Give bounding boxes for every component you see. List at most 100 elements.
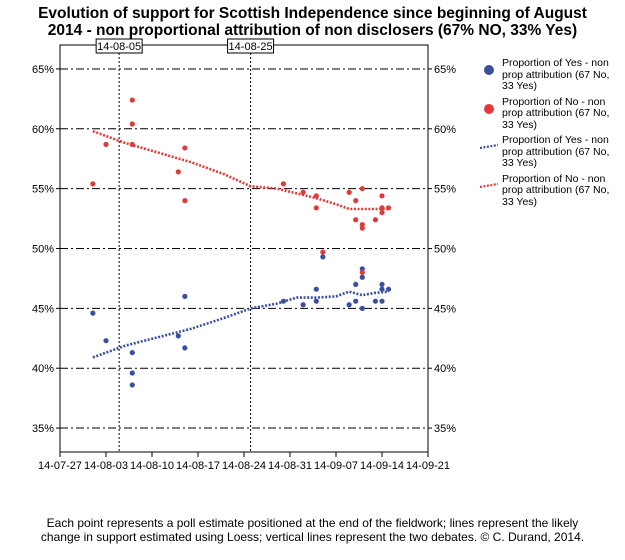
data-point [353,198,359,204]
data-point [313,205,319,211]
y-tick-label-right: 35% [434,423,456,435]
data-point [372,298,379,304]
x-tick-label: 14-09-21 [406,460,450,472]
data-point [379,205,385,211]
legend-item-yes-points: Proportion of Yes - non prop attribution… [478,57,623,93]
legend-label-yes-loess: Proportion of Yes - non prop attribution… [502,134,610,169]
data-point [379,281,385,288]
x-tick-label: 14-07-27 [38,460,82,472]
y-tick-label-left: 40% [32,363,54,375]
legend-swatch-no-loess [480,182,498,188]
legend: Proportion of Yes - non prop attribution… [478,57,623,212]
y-tick-label-right: 45% [434,303,456,315]
data-point [379,298,385,304]
data-point [372,217,379,223]
data-point [379,286,385,292]
legend-line-no [480,182,498,188]
x-tick-label: 14-08-31 [268,460,312,472]
debate-label-box [227,38,275,54]
data-point [320,249,326,255]
data-point [280,181,287,187]
x-tick-label: 14-08-03 [84,460,128,472]
data-point [379,193,385,199]
debate-label: 14-08-25 [229,41,273,53]
data-point [182,345,188,351]
x-tick-label: 14-08-17 [176,460,220,472]
data-point [280,298,287,304]
x-tick-label: 14-09-14 [360,460,404,472]
legend-label-no-points: Proportion of No - non prop attribution … [502,95,610,131]
legend-swatch-no-points [484,103,494,114]
y-tick-label-left: 35% [32,423,54,435]
legend-line-yes [480,143,498,150]
y-tick-label-left: 60% [32,124,54,136]
data-point [313,286,319,292]
data-point [129,121,135,127]
chart-title-line-2: 2014 - non proportional attribution of n… [47,22,578,39]
data-point [359,305,365,311]
data-point [359,225,365,231]
y-tick-label-right: 55% [434,184,456,196]
x-tick-label: 14-08-10 [130,460,174,472]
legend-swatch-yes-points [484,65,494,75]
y-tick-label-left: 45% [32,303,54,315]
data-point [313,298,319,304]
data-point [129,141,135,147]
y-tick-label-right: 60% [434,124,456,136]
data-point [346,302,352,308]
data-point [103,338,109,344]
data-point [353,217,359,223]
y-tick-label-left: 50% [32,244,54,256]
legend-swatch-yes-loess [480,143,498,150]
data-point [182,293,188,299]
data-point [320,254,326,260]
loess-line [92,290,389,359]
legend-label-no-loess: Proportion of No - non prop attribution … [502,172,610,208]
debate-label-box [95,38,143,54]
data-point [359,274,365,280]
y-tick-label-right: 65% [434,64,456,76]
data-point [175,333,181,339]
data-point [313,193,319,199]
data-point [90,310,96,316]
data-point [175,169,181,175]
data-point [103,141,109,147]
data-point [346,189,352,195]
x-tick-label: 14-08-24 [222,460,266,472]
data-point [353,298,359,304]
legend-item-yes-loess: Proportion of Yes - non prop attribution… [478,134,623,170]
x-tick-label: 14-09-07 [314,460,358,472]
data-point [129,350,135,356]
data-point [385,205,392,211]
footnote-line-1: Each point represents a poll estimate po… [46,516,579,530]
legend-label-yes-points: Proportion of Yes - non prop attribution… [502,57,610,92]
data-point [385,286,392,292]
data-point [182,145,188,151]
y-tick-label-right: 40% [434,363,456,375]
chart-title-line-1: Evolution of support for Scottish Indepe… [38,5,587,22]
footnote: Each point represents a poll estimate po… [10,516,615,544]
data-point [379,209,385,216]
legend-item-no-points: Proportion of No - non prop attribution … [478,95,623,132]
y-tick-label-right: 50% [434,244,456,256]
y-tick-label-left: 65% [32,64,54,76]
footnote-line-2: change in support estimated using Loess;… [40,530,585,544]
legend-marker-no [484,103,494,114]
data-point [182,198,188,204]
data-point [300,302,306,308]
chart-title: Evolution of support for Scottish Indepe… [0,5,625,39]
data-point [300,189,306,195]
data-point [359,186,365,192]
debate-label: 14-08-05 [97,41,141,53]
data-point [353,281,359,288]
data-point [129,370,135,376]
data-point [129,382,135,388]
legend-item-no-loess: Proportion of No - non prop attribution … [478,172,623,209]
y-tick-label-left: 55% [32,184,54,196]
data-point [359,221,365,228]
data-point [129,97,135,103]
data-point [90,181,96,187]
data-point [359,266,365,272]
legend-marker-yes [484,65,494,75]
